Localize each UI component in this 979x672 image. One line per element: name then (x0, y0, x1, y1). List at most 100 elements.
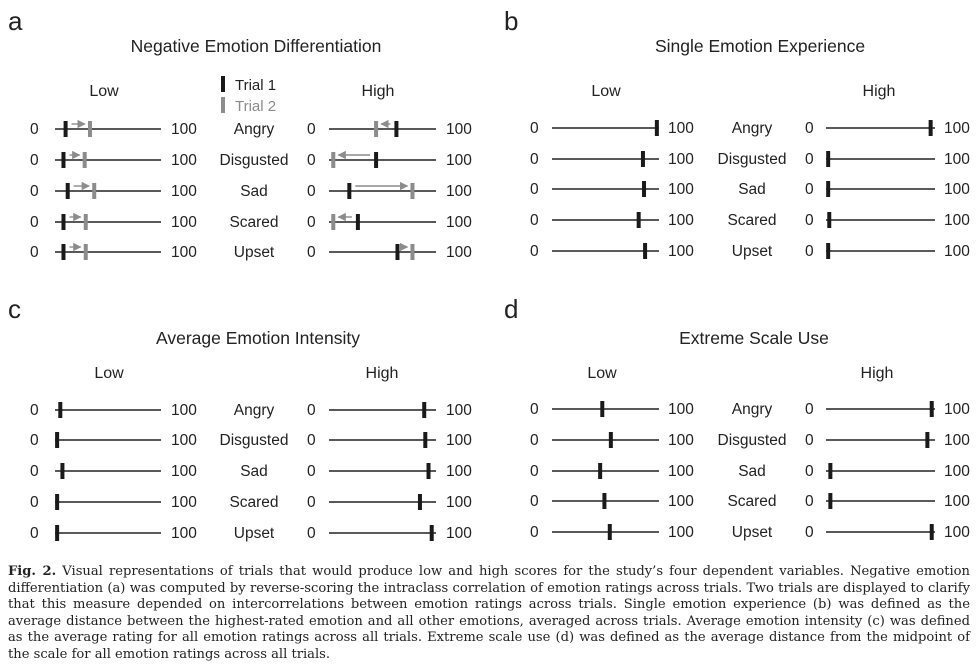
trial1-marker (61, 244, 66, 260)
emotion-label: Scared (229, 494, 278, 511)
figure-caption: Fig. 2. Visual representations of trials… (8, 564, 970, 664)
trial2-marker (83, 214, 88, 230)
high-scale-row: 0 100 (307, 181, 472, 200)
scale-min-label: 0 (805, 493, 814, 510)
panel-title: Single Emotion Experience (655, 36, 865, 56)
trial1-marker (826, 151, 831, 167)
scale-max-label: 100 (446, 463, 472, 480)
trial1-marker (925, 432, 930, 448)
low-scale-row: 0 100 (30, 212, 197, 231)
scale-min-label: 0 (307, 121, 316, 138)
scale-max-label: 100 (668, 151, 694, 168)
high-label: High (366, 365, 399, 382)
trial1-marker (347, 183, 352, 199)
panel-title: Negative Emotion Differentiation (131, 36, 382, 56)
emotion-label: Upset (234, 244, 275, 261)
scale-min-label: 0 (805, 181, 814, 198)
high-scale-row: 0 100 (307, 242, 472, 261)
high-scale-row: 0 100 (307, 402, 472, 419)
emotion-label: Sad (738, 181, 766, 198)
scale-max-label: 100 (446, 432, 472, 449)
trial1-marker (929, 401, 934, 417)
low-label: Low (587, 365, 617, 382)
high-scale-row: 0 100 (805, 401, 970, 418)
scale-min-label: 0 (805, 120, 814, 137)
scale-max-label: 100 (944, 212, 970, 229)
panel-a: a Negative Emotion Differentiation Low High… (8, 6, 472, 261)
panel-title: Average Emotion Intensity (156, 328, 360, 348)
scale-max-label: 100 (668, 243, 694, 260)
low-scale-row: 0 100 (30, 525, 197, 542)
scale-max-label: 100 (446, 152, 472, 169)
scale-min-label: 0 (307, 432, 316, 449)
emotion-label: Disgusted (718, 151, 787, 168)
scale-min-label: 0 (307, 244, 316, 261)
low-scale-row: 0 100 (30, 242, 197, 261)
trial1-marker (61, 152, 66, 168)
scale-min-label: 0 (307, 214, 316, 231)
trial1-marker (607, 524, 612, 540)
trial1-marker (395, 244, 400, 260)
low-scale-row: 0 100 (530, 463, 694, 480)
trial1-marker (423, 432, 428, 448)
scale-max-label: 100 (446, 494, 472, 511)
trial1-marker (827, 212, 832, 228)
scale-max-label: 100 (446, 214, 472, 231)
trial1-marker (654, 120, 659, 136)
scale-min-label: 0 (30, 121, 39, 138)
scale-min-label: 0 (805, 432, 814, 449)
scale-min-label: 0 (805, 401, 814, 418)
scale-max-label: 100 (668, 212, 694, 229)
high-scale-row: 0 100 (307, 525, 472, 542)
scale-max-label: 100 (446, 121, 472, 138)
scale-min-label: 0 (307, 402, 316, 419)
scale-max-label: 100 (944, 120, 970, 137)
scale-max-label: 100 (171, 152, 197, 169)
scale-min-label: 0 (307, 152, 316, 169)
trial2-marker (87, 121, 92, 137)
scale-min-label: 0 (30, 402, 39, 419)
trial1-marker (61, 214, 66, 230)
trial1-marker (63, 121, 68, 137)
scale-min-label: 0 (530, 493, 539, 510)
trial1-marker (828, 493, 833, 509)
panel-letter: c (8, 294, 21, 324)
scale-max-label: 100 (944, 524, 970, 541)
scale-min-label: 0 (530, 243, 539, 260)
scale-max-label: 100 (171, 121, 197, 138)
low-label: Low (89, 83, 119, 100)
high-scale-row: 0 100 (805, 524, 970, 541)
high-scale-row: 0 100 (805, 432, 970, 449)
low-scale-row: 0 100 (530, 212, 694, 229)
scale-min-label: 0 (30, 494, 39, 511)
scale-min-label: 0 (530, 463, 539, 480)
trial2-marker (83, 244, 88, 260)
scale-min-label: 0 (805, 151, 814, 168)
scale-max-label: 100 (944, 493, 970, 510)
low-scale-row: 0 100 (30, 432, 197, 449)
scale-min-label: 0 (307, 494, 316, 511)
trial1-marker (55, 494, 60, 510)
scale-max-label: 100 (944, 181, 970, 198)
legend-trial1-label: Trial 1 (235, 77, 276, 94)
high-scale-row: 0 100 (307, 119, 472, 138)
emotion-label: Sad (738, 463, 766, 480)
trial1-marker (355, 214, 360, 230)
scale-max-label: 100 (171, 525, 197, 542)
scale-max-label: 100 (171, 463, 197, 480)
scale-max-label: 100 (944, 463, 970, 480)
high-scale-row: 0 100 (307, 432, 472, 449)
trial1-marker (422, 402, 427, 418)
caption-label: Fig. 2. (8, 564, 57, 579)
scale-min-label: 0 (307, 525, 316, 542)
high-label: High (861, 365, 894, 382)
low-scale-row: 0 100 (30, 150, 197, 169)
trial1-marker (65, 183, 70, 199)
trial1-marker (58, 402, 63, 418)
trial2-marker (374, 121, 379, 137)
scale-min-label: 0 (30, 432, 39, 449)
high-scale-row: 0 100 (307, 463, 472, 480)
trial1-marker (642, 181, 647, 197)
scale-max-label: 100 (668, 524, 694, 541)
emotion-label: Scared (727, 212, 776, 229)
